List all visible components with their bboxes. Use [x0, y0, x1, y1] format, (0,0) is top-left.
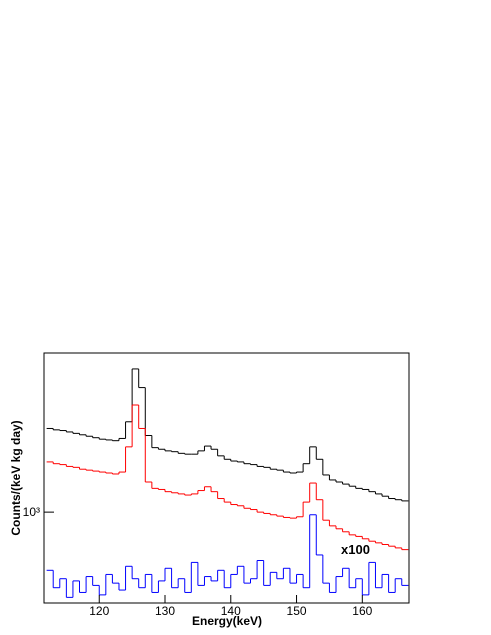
x-tick-label: 160	[352, 604, 372, 618]
x-axis-title: Energy(keV)	[192, 614, 262, 628]
annotation: x100	[341, 542, 370, 557]
x-tick-label: 130	[155, 604, 175, 618]
plot-area	[46, 368, 409, 598]
plot-frame	[43, 352, 410, 604]
y-axis-title: Counts/(keV kg day)	[9, 420, 23, 535]
x-tick-label: 120	[89, 604, 109, 618]
x-tick-label: 140	[221, 604, 241, 618]
y-tick-label: 10³	[23, 505, 40, 519]
x-tick-label: 150	[287, 604, 307, 618]
